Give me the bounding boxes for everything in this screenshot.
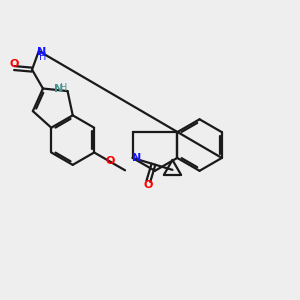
Text: N: N [54,84,63,94]
Text: O: O [106,156,115,167]
Text: N: N [132,153,141,163]
Text: O: O [10,59,19,69]
Text: H: H [39,52,46,62]
Text: O: O [144,180,153,190]
Text: H: H [60,83,67,93]
Text: N: N [37,47,46,57]
